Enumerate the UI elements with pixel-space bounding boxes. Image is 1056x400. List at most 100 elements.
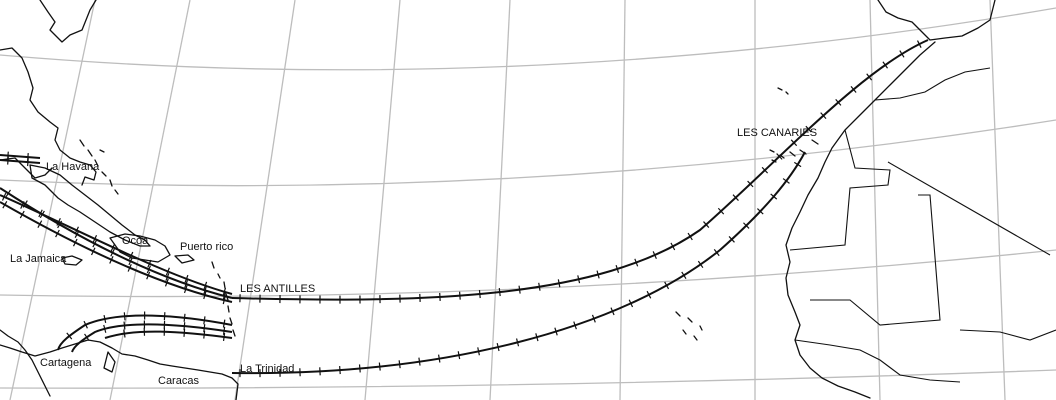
country-border-morocco <box>874 67 991 101</box>
africa-landmass <box>675 0 1056 399</box>
route-canaries-trinidad-tick <box>770 193 778 200</box>
route-antilles-havana-outer-tick <box>222 291 226 301</box>
route-canaries-trinidad-tick <box>573 321 577 330</box>
route-canaries-antilles-tick <box>596 270 600 279</box>
route-canaries-trinidad-tick <box>477 347 480 356</box>
route-canaries-antilles-tick <box>776 153 783 160</box>
label-la-jamaica: La Jamaica <box>10 253 67 265</box>
route-antilles-havana-outer-tick <box>203 286 207 295</box>
route-canaries-antilles-tick <box>790 139 798 147</box>
route-antilles-havana-third-tick <box>222 296 226 305</box>
florida-coast <box>0 157 53 179</box>
route-canaries-trinidad-tick <box>437 354 441 363</box>
route-canaries-trinidad-tick <box>610 307 615 316</box>
route-canaries-trinidad-tick <box>743 222 750 229</box>
graticule-meridian-5 <box>364 0 401 400</box>
canary-islands <box>769 139 819 163</box>
route-antilles-havana-third-tick <box>203 291 207 300</box>
route-canaries-trinidad-tick <box>418 357 421 366</box>
south-america-coast <box>0 339 239 400</box>
route-canaries-trinidad-tick <box>554 327 558 336</box>
graticule-meridian-7 <box>619 0 626 400</box>
route-antilles-havana-third-tick <box>183 285 188 294</box>
route-ticks <box>1 40 922 378</box>
label-les-canaries: LES CANARIES <box>737 127 817 139</box>
africa-west-coast <box>785 41 936 399</box>
route-canaries-antilles-tick <box>916 40 922 48</box>
label-la-trinidad: La Trinidad <box>240 363 294 375</box>
route-canaries-trinidad-tick <box>782 178 790 184</box>
route-canaries-antilles-tick <box>882 61 889 69</box>
route-canaries-trinidad <box>231 151 806 375</box>
route-antilles-havana-outer-tick <box>146 265 152 274</box>
americas-landmass <box>0 0 239 400</box>
route-antilles-havana-inner-tick <box>203 281 208 290</box>
route-antilles-cartagena-inner-tick <box>84 333 90 341</box>
country-border-mali <box>810 194 941 326</box>
route-canaries-trinidad-tick <box>756 208 764 215</box>
route-antilles-cartagena-third-tick <box>203 330 206 339</box>
route-canaries-antilles-tick <box>820 112 827 119</box>
route-antilles-havana-outer-tick <box>165 273 170 281</box>
route-canaries-trinidad-tick <box>535 333 539 342</box>
cape-verde-islands <box>675 311 703 341</box>
lake-maracaibo <box>103 351 116 373</box>
place-labels: La Havana La Jamaica Ocoa Puerto rico LE… <box>10 127 817 387</box>
route-antilles-cartagena-third-tick <box>183 328 186 337</box>
route-antilles-north-b-tick <box>27 158 29 167</box>
route-antilles-havana-inner-tick <box>184 274 189 283</box>
route-antilles-cartagena-outer-tick <box>83 320 88 329</box>
north-america-coast <box>0 47 97 186</box>
label-puerto-rico: Puerto rico <box>180 241 233 253</box>
route-antilles-havana-third-tick <box>127 263 132 272</box>
route-antilles-havana-third-tick <box>55 229 60 238</box>
graticule-meridian-6 <box>489 0 511 400</box>
route-antilles-havana-inner-tick <box>38 209 43 218</box>
label-cartagena: Cartagena <box>40 357 92 369</box>
route-canaries-antilles-tick <box>634 258 639 267</box>
route-antilles-havana-third-tick <box>90 247 96 256</box>
route-canaries-antilles-tick <box>747 180 754 188</box>
route-antilles-north-b-tick <box>7 156 9 165</box>
route-antilles-cartagena-inner-tick <box>222 326 226 335</box>
route-antilles-havana-outer <box>0 187 233 299</box>
route-antilles-havana-outer-tick <box>184 280 189 288</box>
route-antilles-north-a <box>0 154 41 159</box>
route-antilles-cartagena-inner-tick <box>203 324 206 333</box>
hispaniola-coast <box>109 233 171 263</box>
route-antilles-cartagena-third-tick <box>123 329 126 338</box>
route-canaries-antilles-tick <box>899 50 905 58</box>
route-antilles-havana-outer-tick <box>5 189 11 198</box>
route-canaries-antilles-tick <box>652 251 657 259</box>
route-canaries-trinidad-tick <box>713 249 720 257</box>
route-antilles-havana-third-tick <box>37 220 43 228</box>
route-antilles-cartagena-third-tick <box>222 332 226 342</box>
label-caracas: Caracas <box>158 375 199 387</box>
route-antilles-havana-inner-tick <box>222 287 227 296</box>
route-antilles-havana-inner-tick <box>20 201 25 209</box>
graticule-meridian-4 <box>234 0 296 400</box>
route-antilles-havana-inner-tick <box>165 267 170 276</box>
route-antilles-havana-outer-tick <box>74 230 80 238</box>
route-antilles-havana-third-tick <box>2 200 8 209</box>
route-antilles-cartagena-outer-tick <box>123 312 126 321</box>
route-canaries-antilles-tick <box>670 242 676 251</box>
country-border-western-sahara <box>789 129 891 251</box>
graticule-parallel-2 <box>0 119 1056 187</box>
route-antilles-havana-inner-tick <box>1 192 7 201</box>
route-canaries-trinidad-tick <box>457 351 461 360</box>
central-america-coast <box>0 329 51 397</box>
route-antilles-cartagena-outer-tick <box>66 332 73 340</box>
route-canaries-antilles-tick <box>615 264 620 273</box>
iberia-coast <box>877 0 996 41</box>
graticule-meridian-9 <box>869 0 881 400</box>
route-canaries-antilles-tick <box>703 221 710 228</box>
route-canaries-antilles-tick <box>761 166 769 174</box>
route-canaries-antilles-tick <box>866 73 873 81</box>
route-antilles-havana-outer-tick <box>92 239 98 248</box>
route-antilles-havana-third-tick <box>109 255 114 264</box>
route-antilles-havana-inner-tick <box>110 243 116 252</box>
route-canaries-trinidad-tick <box>681 271 687 280</box>
route-canaries-antilles-tick <box>577 275 581 284</box>
